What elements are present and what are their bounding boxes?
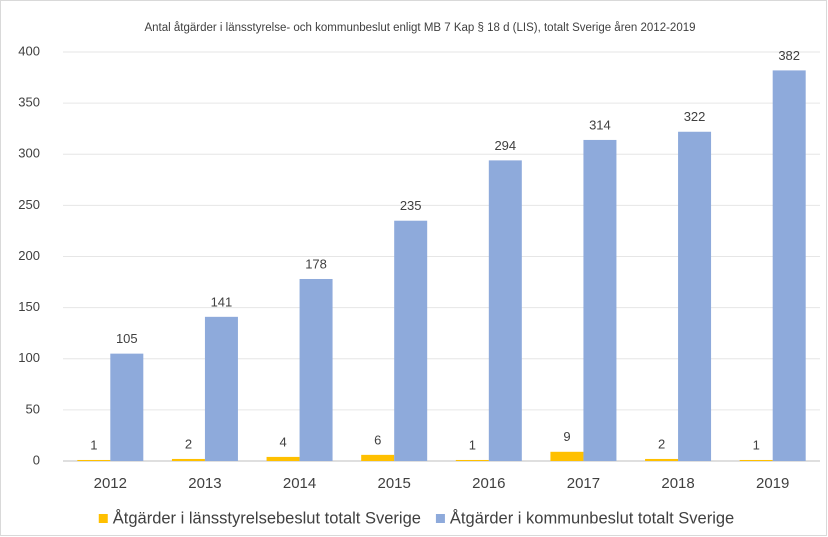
bar (739, 459, 773, 461)
data-label: 6 (374, 432, 381, 447)
y-tick-label: 250 (18, 197, 40, 212)
x-tick-label: 2017 (567, 475, 600, 492)
bar (77, 459, 111, 461)
x-tick-label: 2014 (283, 475, 316, 492)
data-label: 2 (185, 436, 192, 451)
bar (204, 316, 238, 461)
bar (361, 454, 395, 461)
bar (772, 70, 806, 461)
data-label: 9 (563, 429, 570, 444)
data-label: 105 (116, 331, 138, 346)
x-tick-label: 2012 (94, 475, 127, 492)
x-tick-label: 2019 (756, 475, 789, 492)
x-tick-label: 2013 (188, 475, 221, 492)
bar (110, 353, 144, 461)
legend-label: Åtgärder i länsstyrelsebeslut totalt Sve… (113, 508, 421, 527)
data-label: 235 (400, 198, 422, 213)
data-label: 1 (90, 437, 97, 452)
bar (645, 458, 679, 461)
data-label: 141 (211, 294, 233, 309)
x-tick-label: 2018 (661, 475, 694, 492)
legend-label: Åtgärder i kommunbeslut totalt Sverige (450, 508, 734, 527)
bar (299, 278, 333, 461)
chart-title: Antal åtgärder i länsstyrelse- och kommu… (144, 22, 695, 34)
legend-swatch (98, 514, 108, 523)
bar (394, 220, 428, 461)
y-tick-label: 150 (18, 299, 40, 314)
data-label: 382 (778, 48, 800, 63)
x-tick-label: 2016 (472, 475, 505, 492)
bar (678, 131, 712, 461)
bar (583, 139, 617, 461)
y-tick-label: 0 (33, 452, 40, 467)
y-tick-label: 350 (18, 95, 40, 110)
y-tick-label: 50 (26, 401, 40, 416)
data-label: 314 (589, 117, 611, 132)
y-tick-label: 300 (18, 146, 40, 161)
legend-swatch (435, 514, 445, 523)
data-label: 294 (494, 138, 516, 153)
y-tick-label: 100 (18, 350, 40, 365)
data-label: 1 (469, 437, 476, 452)
bar (455, 459, 489, 461)
data-label: 178 (305, 256, 327, 271)
x-tick-label: 2015 (378, 475, 411, 492)
bar (171, 458, 205, 461)
data-label: 2 (658, 436, 665, 451)
bar (488, 160, 522, 461)
data-label: 322 (684, 109, 706, 124)
y-tick-label: 400 (18, 43, 40, 58)
bar (550, 451, 584, 461)
data-label: 4 (279, 434, 286, 449)
data-label: 1 (753, 437, 760, 452)
bar (266, 456, 300, 461)
y-tick-label: 200 (18, 248, 40, 263)
